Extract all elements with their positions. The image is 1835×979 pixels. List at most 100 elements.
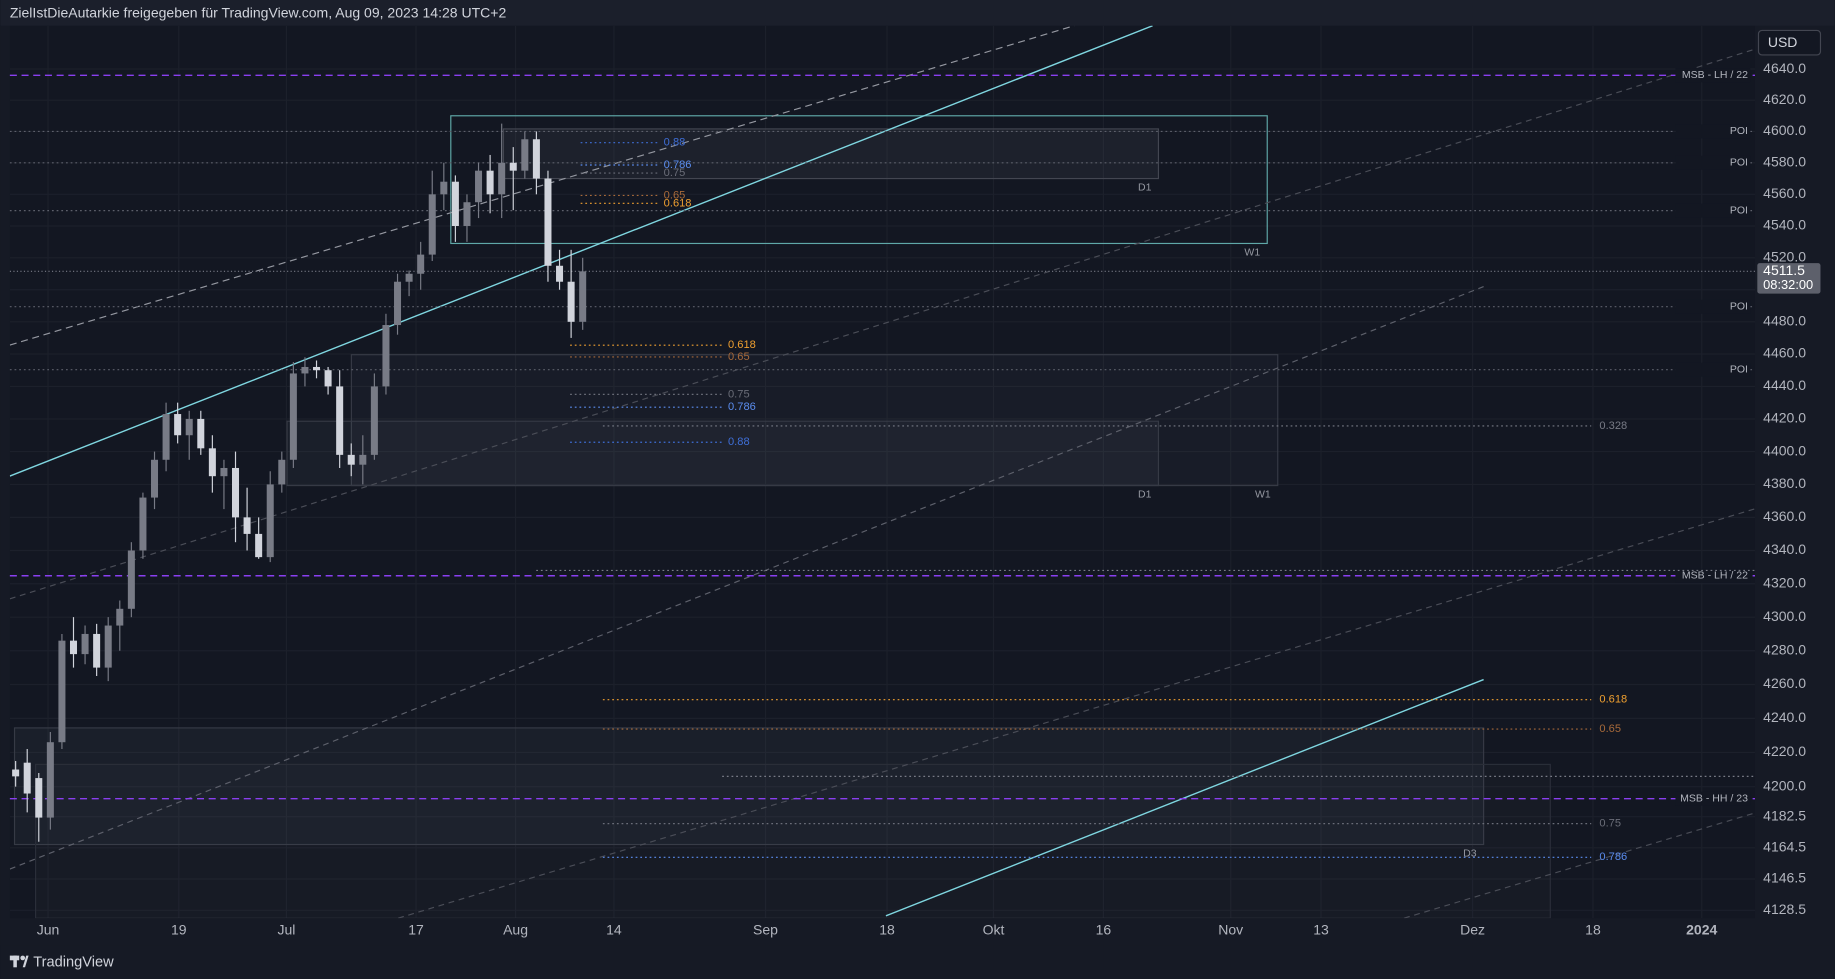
y-tick-label: 4240.0 [1763, 709, 1806, 725]
y-tick-label: 4560.0 [1763, 185, 1806, 201]
levels: W1 D1 W1 D1 D3 MSB - LH / 22 POI POI POI POI POI MS… [9, 68, 1755, 863]
level-label: MSB - HH / 23 [1680, 792, 1748, 804]
level-label: MSB - LH / 22 [1682, 570, 1748, 582]
zone-label: W1 [1244, 247, 1260, 259]
candle-body [451, 181, 459, 226]
candle-body [463, 202, 471, 226]
candle-body [255, 533, 263, 558]
candle-body [498, 162, 506, 195]
y-tick-label: 4480.0 [1763, 313, 1806, 329]
level-label: 0.75 [1599, 818, 1621, 830]
candle-body [289, 373, 297, 460]
zone-box [350, 354, 1279, 487]
y-tick-label: 4520.0 [1763, 248, 1806, 264]
y-tick-label: 4600.0 [1763, 122, 1806, 138]
candle-body [428, 194, 436, 255]
x-tick-label: Jul [277, 922, 295, 938]
price-tag [1757, 263, 1821, 294]
candle-body [475, 170, 483, 203]
x-tick-label: 14 [606, 922, 622, 938]
y-tick-label: 4340.0 [1763, 541, 1806, 557]
zone-label: D1 [1138, 182, 1152, 194]
y-tick-label: 4280.0 [1763, 641, 1806, 657]
candle-body [208, 448, 216, 477]
x-tick-label: Nov [1218, 922, 1243, 938]
candle-body [232, 467, 240, 518]
level-label: 0.65 [1599, 723, 1621, 735]
level-label: 0.328 [1599, 420, 1627, 432]
y-tick-label: 4380.0 [1763, 475, 1806, 491]
candle-body [405, 273, 413, 282]
level-label: POI [1730, 300, 1748, 312]
y-tick-label: 4400.0 [1763, 442, 1806, 458]
level-label-bg [1675, 299, 1751, 314]
y-tick-label: 4146.5 [1763, 870, 1806, 886]
candle-body [313, 366, 321, 371]
level-label-bg [1675, 203, 1751, 218]
level-label-bg [1675, 568, 1751, 583]
level-label: 0.65 [664, 189, 686, 201]
x-tick-label: 16 [1096, 922, 1112, 938]
x-tick-label: 18 [1585, 922, 1601, 938]
candle-body [417, 254, 425, 274]
candle-body [278, 459, 286, 485]
y-tick-label: 4420.0 [1763, 410, 1806, 426]
candle-body [301, 366, 309, 374]
candle-body [197, 418, 205, 449]
candle-body [58, 640, 66, 743]
logo [9, 955, 29, 968]
candle-body [116, 608, 124, 626]
level-label-bg [1675, 362, 1751, 377]
zone-box [450, 115, 1268, 245]
channel-line [1403, 812, 1755, 919]
candle-body [174, 414, 182, 436]
x-tick-label: 2024 [1686, 922, 1717, 938]
level-label: 0.618 [728, 339, 756, 351]
channel-line [9, 286, 1484, 870]
candle-body [104, 625, 112, 668]
candle-body [556, 265, 564, 282]
price-tag-value: 4511.5 [1763, 262, 1805, 278]
trendline [9, 25, 1153, 477]
y-tick-label: 4320.0 [1763, 574, 1806, 590]
candle-body [509, 162, 517, 171]
candle-body [127, 550, 135, 609]
trendline [885, 678, 1484, 917]
candle-body [220, 467, 228, 477]
level-label: 0.618 [664, 197, 692, 209]
plot-area [9, 25, 1755, 919]
zone-label: W1 [1255, 489, 1271, 501]
footer-bar [0, 945, 1835, 979]
candle-body [370, 386, 378, 455]
candle-body [347, 454, 355, 465]
y-tick-label: 4580.0 [1763, 154, 1806, 170]
header-text: ZielIstDieAutarkie freigegeben für Tradi… [10, 5, 507, 21]
channel-line [398, 508, 1755, 919]
price-tag-countdown: 08:32:00 [1763, 277, 1813, 292]
y-tick-label: 4220.0 [1763, 743, 1806, 759]
level-label: POI [1730, 125, 1748, 137]
level-label: 0.786 [664, 159, 692, 171]
zone-box [34, 763, 1551, 919]
candle-body [69, 640, 78, 655]
zone-label: D3 [1463, 848, 1477, 860]
currency-box[interactable] [1757, 29, 1822, 56]
x-tick-label: Okt [983, 922, 1005, 938]
candles [12, 123, 587, 842]
zone-label: D1 [1138, 489, 1152, 501]
y-tick-label: 4360.0 [1763, 508, 1806, 524]
x-tick-label: 17 [408, 922, 424, 938]
level-label: 0.786 [728, 401, 756, 413]
level-label: POI [1730, 157, 1748, 169]
x-tick-label: Sep [753, 922, 778, 938]
candle-body [266, 484, 274, 558]
y-tick-label: 4164.5 [1763, 838, 1806, 854]
candle-body [521, 139, 529, 171]
candle-body [12, 769, 20, 777]
footer-brand: TradingView [33, 954, 114, 970]
candle-body [532, 139, 540, 179]
level-label-bg [1675, 68, 1751, 83]
x-tick-label: Aug [503, 922, 528, 938]
candle-body [324, 370, 332, 387]
channel-line [9, 25, 1075, 346]
